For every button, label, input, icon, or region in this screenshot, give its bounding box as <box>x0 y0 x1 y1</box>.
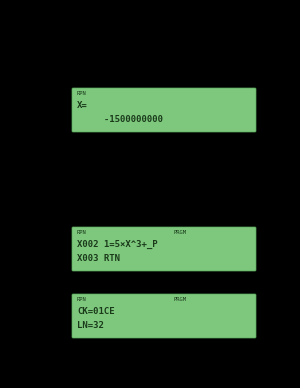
Text: RPN: RPN <box>77 91 87 96</box>
Text: RPN: RPN <box>77 230 87 235</box>
Text: PRGM: PRGM <box>173 230 186 235</box>
Text: CK=01CE: CK=01CE <box>77 307 115 316</box>
Text: -1500000000: -1500000000 <box>77 115 163 124</box>
Text: LN=32: LN=32 <box>77 321 104 330</box>
FancyBboxPatch shape <box>72 294 256 338</box>
FancyBboxPatch shape <box>72 88 256 132</box>
Text: X003 RTN: X003 RTN <box>77 254 120 263</box>
Text: PRGM: PRGM <box>173 297 186 302</box>
Text: RPN: RPN <box>77 297 87 302</box>
FancyBboxPatch shape <box>72 227 256 271</box>
Text: X=: X= <box>77 101 88 110</box>
Text: X002 1=5×X^3+_P: X002 1=5×X^3+_P <box>77 240 158 249</box>
